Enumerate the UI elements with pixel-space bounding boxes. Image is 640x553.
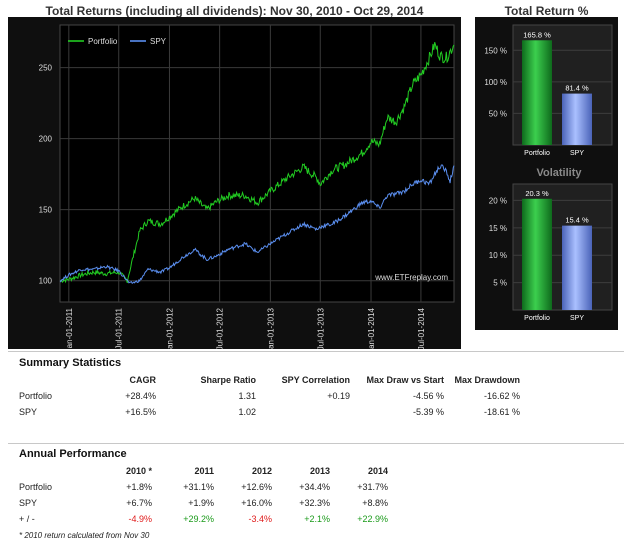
total-returns-line-chart: 100 150 200 250 Jan-01-2011 Jul-01-2011 Jan-0…: [8, 17, 461, 349]
legend-label-spy: SPY: [150, 37, 167, 46]
summary-header-correlation: SPY Correlation: [281, 375, 350, 385]
annual-diff-cell: -3.4%: [248, 514, 272, 524]
annual-diff-cell: +2.1%: [304, 514, 330, 524]
summary-header-max-draw-vs-start: Max Draw vs Start: [366, 375, 444, 385]
x-tick-label: Jan-01-2011: [65, 307, 74, 349]
annual-cell: +6.7%: [126, 498, 152, 508]
x-tick-label: Jan-01-2012: [165, 307, 174, 349]
y-tick-label: 100: [39, 277, 53, 286]
spy-series-line: [59, 164, 455, 285]
annual-cell: +8.8%: [362, 498, 388, 508]
portfolio-data-label: 20.3 %: [525, 189, 549, 198]
legend-label-portfolio: Portfolio: [88, 37, 118, 46]
portfolio-bar: [522, 40, 552, 145]
portfolio-category-label: Portfolio: [524, 150, 550, 157]
annual-cell: +16.0%: [241, 498, 272, 508]
y-tick-label: 50 %: [489, 109, 507, 118]
summary-table: CAGR Sharpe Ratio SPY Correlation Max Dr…: [19, 372, 520, 420]
x-tick-label: Jan-01-2013: [266, 307, 275, 349]
sharpe-cell: 1.02: [238, 407, 256, 417]
chart-legend: Portfolio SPY: [68, 37, 167, 46]
annual-diff-cell: +29.2%: [183, 514, 214, 524]
annual-row-difference: + / - -4.9% +29.2% -3.4% +2.1% +22.9%: [19, 511, 388, 527]
portfolio-data-label: 165.8 %: [523, 30, 551, 39]
annual-cell: +31.1%: [183, 482, 214, 492]
row-label: + / -: [19, 514, 35, 524]
sharpe-cell: 1.31: [238, 391, 256, 401]
annual-table: 2010 * 2011 2012 2013 2014 Portfolio +1.…: [19, 463, 388, 527]
volatility-bar-chart: Volatility 5 % 10 % 15 % 20 % 20.3 % Portfol…: [475, 162, 618, 330]
annual-row-portfolio: Portfolio +1.8% +31.1% +12.6% +34.4% +31…: [19, 479, 388, 495]
spy-data-label: 15.4 %: [565, 216, 589, 225]
plot-area: [59, 24, 455, 303]
annual-diff-cell: -4.9%: [128, 514, 152, 524]
cagr-cell: +28.4%: [125, 391, 156, 401]
spy-data-label: 81.4 %: [565, 84, 589, 93]
spy-bar: [562, 225, 592, 310]
portfolio-category-label: Portfolio: [524, 315, 550, 322]
x-tick-label: Jul-01-2013: [316, 307, 325, 349]
x-tick-label: Jul-01-2012: [216, 307, 225, 349]
annual-cell: +12.6%: [241, 482, 272, 492]
y-tick-label: 250: [39, 64, 53, 73]
annual-footnote: * 2010 return calculated from Nov 30: [19, 531, 150, 540]
total-return-title: Total Return %: [504, 4, 589, 18]
annual-cell: +34.4%: [299, 482, 330, 492]
annual-header-2010: 2010 *: [125, 466, 152, 476]
annual-cell: +1.8%: [126, 482, 152, 492]
spy-bar: [562, 93, 592, 145]
annual-diff-cell: +22.9%: [357, 514, 388, 524]
total-return-bar-chart: 50 % 100 % 150 % 165.8 % Portfolio 81.4 % SPY: [475, 17, 618, 165]
cagr-cell: +16.5%: [125, 407, 156, 417]
x-tick-label: Jan-01-2014: [367, 307, 376, 349]
y-tick-label: 200: [39, 135, 53, 144]
x-tick-label: Jul-01-2014: [417, 307, 426, 349]
row-label: Portfolio: [19, 391, 53, 401]
spy-category-label: SPY: [570, 150, 584, 157]
y-tick-label: 100 %: [484, 78, 507, 87]
y-tick-label: 150 %: [484, 46, 507, 55]
correlation-cell: +0.19: [327, 391, 350, 401]
y-tick-label: 5 %: [493, 279, 507, 288]
max-drawdown-cell: -18.61 %: [483, 407, 520, 417]
summary-title: Summary Statistics: [19, 357, 122, 369]
y-tick-label: 20 %: [489, 196, 507, 205]
main-chart-title: Total Returns (including all dividends):…: [45, 4, 424, 18]
annual-row-spy: SPY +6.7% +1.9% +16.0% +32.3% +8.8%: [19, 495, 388, 511]
max-draw-vs-start-cell: -5.39 %: [412, 407, 444, 417]
annual-cell: +32.3%: [299, 498, 330, 508]
annual-cell: +1.9%: [188, 498, 214, 508]
volatility-title: Volatility: [536, 167, 582, 179]
spy-category-label: SPY: [570, 315, 584, 322]
summary-header-sharpe: Sharpe Ratio: [200, 375, 256, 385]
divider-annual: [8, 443, 624, 444]
annual-cell: +31.7%: [357, 482, 388, 492]
annual-title: Annual Performance: [19, 448, 127, 460]
annual-header-2014: 2014: [367, 466, 388, 476]
summary-header-cagr: CAGR: [129, 375, 157, 385]
annual-header-2013: 2013: [309, 466, 330, 476]
y-tick-label: 150: [39, 206, 53, 215]
summary-row-spy: SPY +16.5% 1.02 -5.39 % -18.61 %: [19, 404, 520, 420]
watermark: www.ETFreplay.com: [374, 273, 448, 282]
row-label: SPY: [19, 407, 38, 417]
y-tick-label: 15 %: [489, 224, 507, 233]
summary-header-label: [19, 372, 94, 388]
row-label: SPY: [19, 498, 38, 508]
annual-header-2012: 2012: [251, 466, 272, 476]
divider-summary: [8, 351, 624, 352]
correlation-cell: [256, 404, 350, 420]
summary-header-row: CAGR Sharpe Ratio SPY Correlation Max Dr…: [19, 372, 521, 388]
max-draw-vs-start-cell: -4.56 %: [412, 391, 444, 401]
annual-header-row: 2010 * 2011 2012 2013 2014: [19, 463, 388, 479]
portfolio-bar: [522, 198, 552, 310]
max-drawdown-cell: -16.62 %: [483, 391, 520, 401]
summary-row-portfolio: Portfolio +28.4% 1.31 +0.19 -4.56 % -16.…: [19, 388, 520, 404]
summary-header-max-drawdown: Max Drawdown: [454, 375, 520, 385]
annual-header-label: [19, 463, 94, 479]
x-tick-label: Jul-01-2011: [115, 307, 124, 349]
y-tick-label: 10 %: [489, 251, 507, 260]
annual-header-2011: 2011: [194, 466, 214, 476]
row-label: Portfolio: [19, 482, 53, 492]
